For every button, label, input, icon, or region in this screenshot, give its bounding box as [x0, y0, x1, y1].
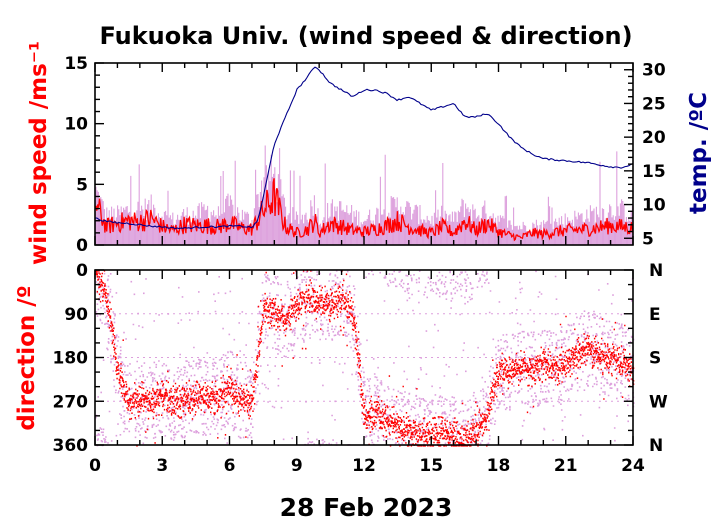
direction-tick-label: 270 [53, 392, 89, 412]
y-right-tick-label: 5 [642, 229, 654, 249]
x-tick-label: 12 [352, 456, 376, 476]
wind-mean-trace [94, 178, 633, 242]
compass-tick-label: S [649, 349, 661, 369]
direction-tick-label: 90 [64, 305, 88, 325]
y-tick-label: 0 [76, 236, 88, 256]
x-tick-label: 21 [554, 456, 578, 476]
direction-panel-ticks: 0 90 180 270 360 N E S W N 0 3 6 9 12 15 18 21 24 [53, 261, 669, 476]
wind-panel-ticks: 0 5 10 15 5 10 15 20 25 30 [64, 54, 666, 256]
x-tick-label: 0 [89, 456, 101, 476]
compass-tick-label: N [649, 436, 663, 456]
wind-mean-line [94, 178, 633, 242]
direction-panel: 0 90 180 270 360 N E S W N 0 3 6 9 12 15 18 21 24 [53, 261, 669, 476]
direction-mean-points [95, 270, 635, 447]
temperature-line [94, 66, 634, 230]
x-axis-label: 28 Feb 2023 [280, 493, 453, 522]
x-tick-label: 18 [487, 456, 511, 476]
y-right-tick-label: 10 [642, 196, 666, 216]
y-right-tick-label: 25 [642, 94, 666, 114]
direction-instant-dots [95, 270, 635, 447]
temperature-trace [94, 66, 634, 230]
x-tick-label: 9 [291, 456, 303, 476]
compass-tick-label: E [649, 305, 661, 325]
y-right-tick-label: 30 [642, 61, 666, 81]
y-tick-label: 15 [64, 54, 88, 74]
y-right-tick-label: 20 [642, 128, 666, 148]
x-tick-label: 6 [224, 456, 236, 476]
temperature-axis-label: temp. /ºC [686, 92, 712, 214]
wind-speed-axis-label: wind speed /ms⁻¹ [26, 41, 52, 265]
y-tick-label: 10 [64, 115, 88, 135]
y-right-tick-label: 15 [642, 162, 666, 182]
x-tick-label: 3 [156, 456, 168, 476]
x-tick-label: 24 [621, 456, 645, 476]
compass-tick-label: N [649, 261, 663, 281]
compass-tick-label: W [649, 392, 668, 412]
chart-title: Fukuoka Univ. (wind speed & direction) [99, 22, 632, 50]
direction-axis-label: direction /º [14, 285, 40, 430]
y-tick-label: 5 [76, 175, 88, 195]
direction-tick-label: 360 [53, 436, 89, 456]
direction-tick-label: 0 [76, 261, 88, 281]
direction-mean-dots [95, 270, 635, 447]
direction-instant-points [95, 270, 635, 447]
direction-tick-label: 180 [53, 349, 89, 369]
wind-panel: 0 5 10 15 5 10 15 20 25 30 [64, 54, 666, 256]
x-tick-label: 15 [419, 456, 443, 476]
